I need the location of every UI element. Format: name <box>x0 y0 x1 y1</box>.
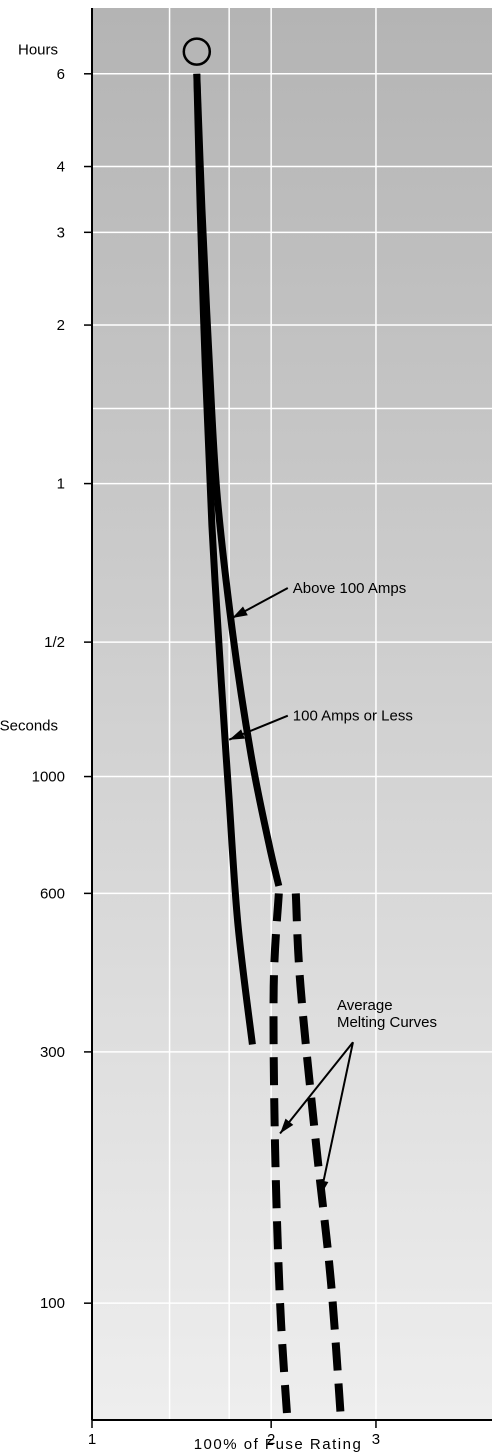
series-line-4 <box>291 893 345 1421</box>
series-line-3 <box>269 893 292 1421</box>
axes <box>91 8 492 1421</box>
start-point-marker <box>182 37 212 66</box>
y-tick-label: 4 <box>57 159 65 176</box>
curves <box>182 37 345 1421</box>
annotation-arrow-3-1-shaft <box>279 1041 354 1135</box>
annotation-arrow-3-2-head <box>318 1180 329 1196</box>
gridlines <box>92 8 492 1420</box>
series-line-2 <box>193 73 256 1045</box>
x-tick-label: 3 <box>372 1431 380 1448</box>
plot-background <box>92 8 492 1420</box>
y-tick-label: 1 <box>57 476 65 493</box>
y-tick-label: 3 <box>57 224 65 241</box>
x-axis-labels: 1 2 3 <box>88 1420 380 1448</box>
annotation-label: Melting Curves <box>337 1014 437 1031</box>
y-tick-label: 2 <box>57 317 65 334</box>
x-tick-label: 2 <box>267 1431 275 1448</box>
annotation-label: Above 100 Amps <box>293 580 406 597</box>
y-tick-label: 600 <box>40 885 65 902</box>
annotation-arrow-2-head <box>229 729 245 740</box>
annotation-arrow-1-head <box>232 606 248 618</box>
annotation-label: Average <box>337 997 393 1014</box>
x-tick-label: 1 <box>88 1431 96 1448</box>
annotation-arrow-3-1-head <box>280 1118 294 1134</box>
annotation-arrow-3-2-shaft <box>319 1042 354 1196</box>
y-tick-label: 1/2 <box>44 634 65 651</box>
annotations: Above 100 Amps 100 Amps or Less AverageMel… <box>228 580 437 1196</box>
annotation-label: 100 Amps or Less <box>293 708 413 725</box>
y-unit-label: Seconds <box>0 718 58 735</box>
y-tick-label: 100 <box>40 1295 65 1312</box>
y-tick-label: 1000 <box>32 769 65 786</box>
y-tick-label: 300 <box>40 1044 65 1061</box>
x-axis-title: 100% of Fuse Rating <box>194 1436 363 1453</box>
y-tick-label: 6 <box>57 66 65 83</box>
y-axis-labels: Hours Seconds 6 4 3 2 1 1/2 1000 600 300 100 <box>0 42 92 1312</box>
y-unit-label: Hours <box>18 42 58 59</box>
